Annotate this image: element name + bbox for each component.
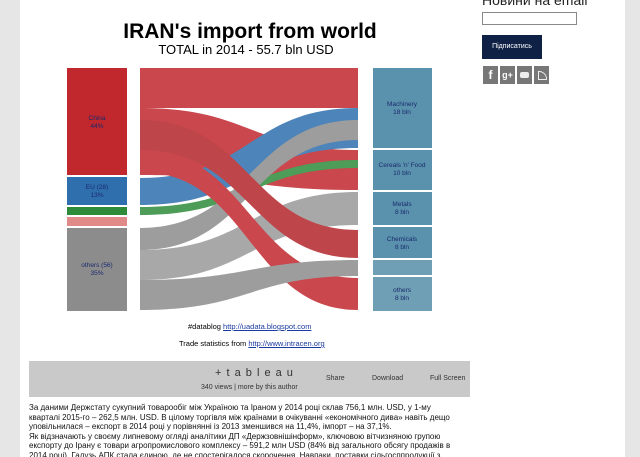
segment-value: 13% — [90, 192, 103, 199]
source-link[interactable]: http://www.intracen.org — [248, 339, 325, 348]
segment-label: Chemicals — [387, 236, 418, 243]
segment-value: 8 bln — [395, 244, 409, 251]
block — [67, 207, 127, 215]
segment-label: others (56) — [81, 262, 112, 269]
sidebar-heading: Новини на email — [482, 0, 588, 8]
flow — [140, 260, 358, 310]
left-blocks — [67, 68, 127, 311]
segment-label: EU (28) — [86, 184, 108, 191]
rss-icon[interactable] — [534, 66, 549, 84]
view-count[interactable]: 340 views | more by this author — [201, 384, 298, 391]
chart-image: IRAN's import from world TOTAL in 2014 -… — [67, 20, 432, 311]
segment-value: 10 bln — [393, 170, 411, 177]
segment-value: 35% — [90, 270, 103, 277]
block — [373, 227, 432, 258]
source-line: Trade statistics from http://www.intrace… — [179, 339, 325, 348]
paragraph: Як відзначають у своєму липневому огляді… — [29, 431, 451, 457]
google-plus-icon[interactable]: g+ — [500, 66, 515, 84]
block — [67, 228, 127, 311]
subscribe-button[interactable]: Підписатись — [482, 35, 542, 59]
share-button[interactable]: Share — [326, 375, 345, 382]
full-screen-button[interactable]: Full Screen — [430, 375, 466, 382]
segment-label: Cereals 'n' Food — [379, 162, 426, 169]
flow — [140, 120, 358, 258]
paragraph: За даними Держстату сукупний товарообіг … — [29, 403, 450, 432]
youtube-icon[interactable] — [517, 66, 532, 84]
segment-value: 44% — [90, 123, 103, 130]
email-input[interactable] — [482, 12, 577, 25]
segment-value: 18 bln — [393, 109, 411, 116]
chart-title: IRAN's import from world — [123, 20, 377, 43]
block — [67, 68, 127, 175]
credit-line: #datablog http://uadata.blogspot.com — [188, 322, 311, 331]
block — [373, 150, 432, 190]
right-blocks — [373, 68, 432, 311]
tableau-logo[interactable]: + t a b l e a u — [215, 367, 294, 379]
segment-label: China — [89, 115, 106, 122]
segment-value: 8 bln — [395, 295, 409, 302]
flow — [140, 68, 358, 108]
segment-label: others — [393, 287, 412, 294]
content: Новини на email Підписатись f g+ IRAN's … — [20, 0, 625, 457]
block — [373, 68, 432, 148]
facebook-icon[interactable]: f — [483, 66, 498, 84]
segment-value: 8 bln — [395, 209, 409, 216]
block — [67, 217, 127, 226]
embed-bar: + t a b l e a u 340 views | more by this… — [29, 361, 470, 397]
block — [373, 192, 432, 225]
segment-label: Machinery — [387, 101, 418, 108]
download-button[interactable]: Download — [372, 375, 404, 382]
article: За даними Держстату сукупний товарообіг … — [29, 403, 459, 457]
segment-label: Metals — [392, 201, 412, 208]
credit-tag: #datablog — [188, 322, 221, 331]
flows — [140, 68, 358, 310]
block — [67, 177, 127, 205]
blog-link[interactable]: http://uadata.blogspot.com — [223, 322, 312, 331]
chart-subtitle: TOTAL in 2014 - 55.7 bln USD — [158, 42, 333, 57]
block — [373, 260, 432, 275]
block — [373, 277, 432, 311]
source-text: Trade statistics from — [179, 339, 247, 348]
